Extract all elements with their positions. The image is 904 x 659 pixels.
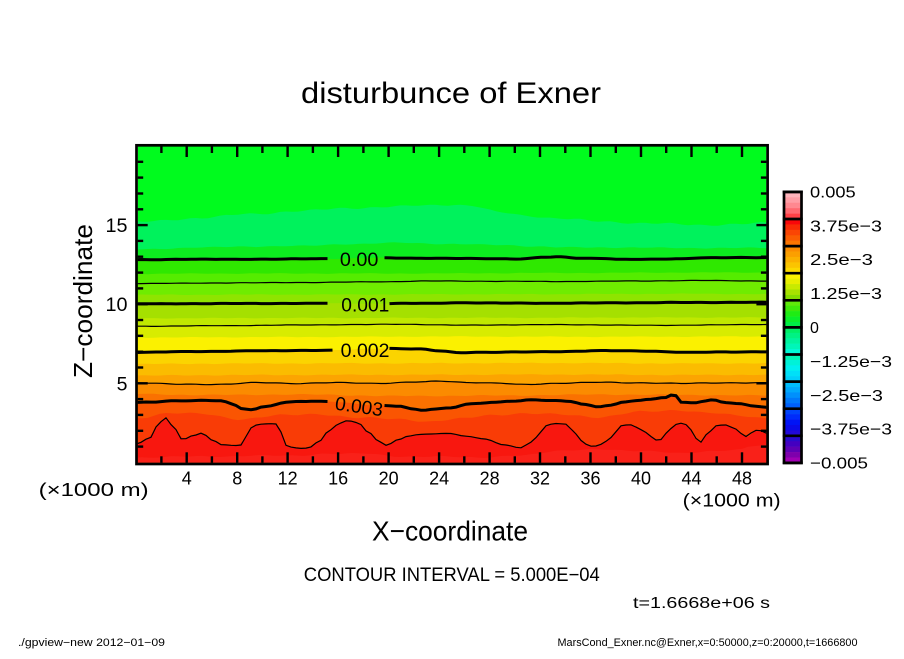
svg-text:5: 5 [117, 373, 128, 395]
svg-text:36: 36 [581, 468, 601, 488]
svg-text:−0.005: −0.005 [810, 456, 868, 473]
svg-text:−2.5e−3: −2.5e−3 [810, 388, 883, 405]
svg-text:16: 16 [328, 468, 348, 488]
svg-text:15: 15 [106, 215, 128, 237]
svg-text:0.002: 0.002 [341, 341, 390, 362]
svg-text:t=1.6668e+06 s: t=1.6668e+06 s [633, 595, 770, 612]
svg-text:0.00: 0.00 [340, 250, 379, 271]
svg-text:1.25e−3: 1.25e−3 [810, 286, 882, 303]
svg-text:CONTOUR INTERVAL = 5.000E−04: CONTOUR INTERVAL = 5.000E−04 [304, 564, 600, 586]
svg-text:4: 4 [182, 468, 192, 488]
svg-text:MarsCond_Exner.nc@Exner,x=0:50: MarsCond_Exner.nc@Exner,x=0:50000,z=0:20… [558, 637, 858, 649]
svg-text:./gpview−new 2012−01−09: ./gpview−new 2012−01−09 [18, 637, 165, 649]
svg-text:24: 24 [429, 468, 449, 488]
svg-text:−3.75e−3: −3.75e−3 [810, 422, 892, 439]
svg-text:10: 10 [106, 294, 128, 316]
svg-text:(×1000 m): (×1000 m) [683, 491, 781, 511]
svg-text:Z−coordinate: Z−coordinate [68, 224, 98, 378]
svg-text:12: 12 [278, 468, 298, 488]
svg-text:28: 28 [480, 468, 500, 488]
svg-text:3.75e−3: 3.75e−3 [810, 218, 882, 235]
svg-text:8: 8 [232, 468, 242, 488]
svg-text:0.005: 0.005 [810, 184, 856, 201]
svg-text:0.001: 0.001 [341, 295, 389, 316]
svg-text:48: 48 [732, 468, 752, 488]
svg-text:−1.25e−3: −1.25e−3 [810, 354, 892, 371]
svg-text:44: 44 [682, 468, 702, 488]
svg-text:40: 40 [631, 468, 651, 488]
svg-text:20: 20 [379, 468, 399, 488]
svg-text:disturbunce of Exner: disturbunce of Exner [301, 77, 601, 110]
svg-text:X−coordinate: X−coordinate [372, 516, 528, 547]
svg-text:32: 32 [530, 468, 550, 488]
svg-text:2.5e−3: 2.5e−3 [810, 252, 873, 269]
svg-text:(×1000 m): (×1000 m) [39, 480, 149, 500]
svg-text:0: 0 [810, 320, 819, 337]
